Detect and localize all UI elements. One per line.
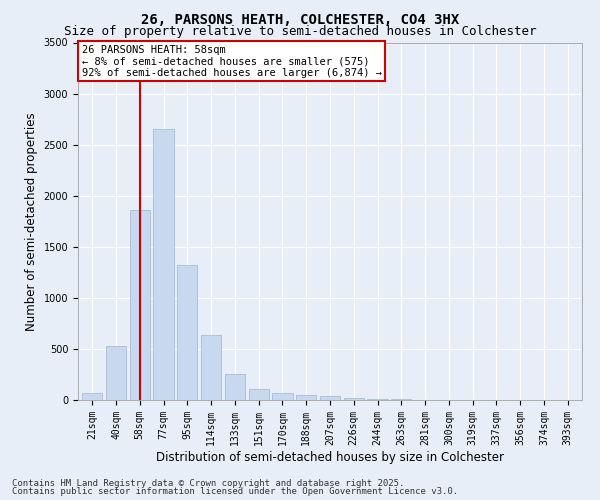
Bar: [201, 334, 221, 400]
Bar: [248, 390, 269, 400]
Bar: [177, 265, 197, 400]
Text: 26, PARSONS HEATH, COLCHESTER, CO4 3HX: 26, PARSONS HEATH, COLCHESTER, CO4 3HX: [141, 12, 459, 26]
Bar: [320, 396, 340, 400]
Bar: [344, 398, 364, 400]
Text: 26 PARSONS HEATH: 58sqm
← 8% of semi-detached houses are smaller (575)
92% of se: 26 PARSONS HEATH: 58sqm ← 8% of semi-det…: [82, 44, 382, 78]
Bar: [154, 130, 173, 400]
Text: Contains public sector information licensed under the Open Government Licence v3: Contains public sector information licen…: [12, 487, 458, 496]
Bar: [296, 395, 316, 400]
Bar: [82, 394, 103, 400]
Bar: [106, 346, 126, 400]
Y-axis label: Number of semi-detached properties: Number of semi-detached properties: [25, 112, 38, 330]
Text: Contains HM Land Registry data © Crown copyright and database right 2025.: Contains HM Land Registry data © Crown c…: [12, 478, 404, 488]
X-axis label: Distribution of semi-detached houses by size in Colchester: Distribution of semi-detached houses by …: [156, 450, 504, 464]
Text: Size of property relative to semi-detached houses in Colchester: Size of property relative to semi-detach…: [64, 25, 536, 38]
Bar: [225, 374, 245, 400]
Bar: [367, 399, 388, 400]
Bar: [272, 394, 293, 400]
Bar: [130, 210, 150, 400]
